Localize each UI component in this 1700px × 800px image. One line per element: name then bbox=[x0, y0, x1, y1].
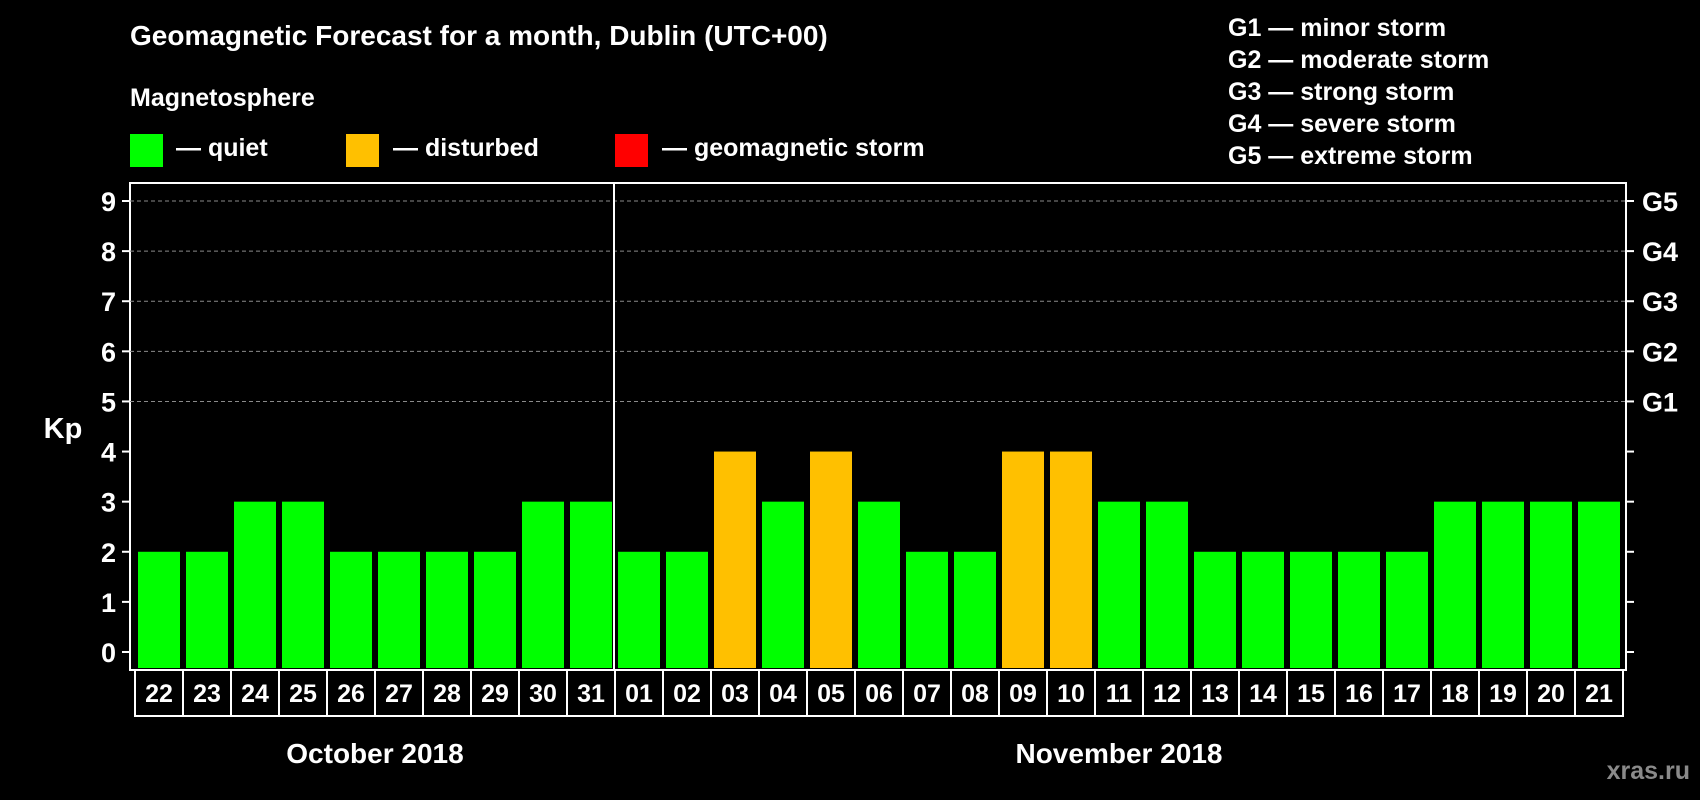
kp-bar bbox=[1290, 551, 1332, 668]
date-label: 31 bbox=[577, 680, 605, 708]
kp-bar bbox=[1098, 501, 1140, 668]
date-label: 03 bbox=[721, 680, 749, 708]
storm-scale-g3: G3 — strong storm bbox=[1228, 78, 1455, 106]
month-label: November 2018 bbox=[1015, 738, 1222, 769]
date-label: 25 bbox=[289, 680, 317, 708]
legend-swatch-disturbed bbox=[346, 134, 379, 167]
date-label: 05 bbox=[817, 680, 845, 708]
storm-level-label: G5 bbox=[1642, 187, 1678, 217]
date-row-frame bbox=[134, 669, 1624, 717]
kp-bar bbox=[1194, 551, 1236, 668]
kp-bar bbox=[138, 551, 180, 668]
y-tick-label: 5 bbox=[101, 387, 116, 417]
date-label: 06 bbox=[865, 680, 893, 708]
storm-level-label: G3 bbox=[1642, 287, 1678, 317]
storm-level-label: G1 bbox=[1642, 387, 1678, 417]
y-tick-label: 7 bbox=[101, 287, 116, 317]
kp-bar bbox=[234, 501, 276, 668]
kp-bar bbox=[282, 501, 324, 668]
date-label: 08 bbox=[961, 680, 989, 708]
date-label: 22 bbox=[145, 680, 173, 708]
date-label: 28 bbox=[433, 680, 461, 708]
kp-bar bbox=[954, 551, 996, 668]
kp-bar bbox=[714, 451, 756, 668]
kp-bar bbox=[1482, 501, 1524, 668]
kp-bar bbox=[1530, 501, 1572, 668]
date-label: 01 bbox=[625, 680, 653, 708]
month-label: October 2018 bbox=[286, 738, 463, 769]
y-tick-label: 8 bbox=[101, 237, 116, 267]
kp-bar bbox=[1386, 551, 1428, 668]
kp-bar bbox=[186, 551, 228, 668]
legend-label-storm: — geomagnetic storm bbox=[662, 134, 925, 162]
date-label: 14 bbox=[1249, 680, 1277, 708]
storm-level-label: G2 bbox=[1642, 337, 1678, 367]
kp-bar bbox=[330, 551, 372, 668]
date-label: 07 bbox=[913, 680, 941, 708]
kp-bar bbox=[1434, 501, 1476, 668]
storm-scale-g1: G1 — minor storm bbox=[1228, 14, 1447, 42]
kp-bar bbox=[858, 501, 900, 668]
kp-bar bbox=[1146, 501, 1188, 668]
kp-bar bbox=[762, 501, 804, 668]
storm-scale-g2: G2 — moderate storm bbox=[1228, 46, 1490, 74]
date-label: 26 bbox=[337, 680, 365, 708]
storm-level-label: G4 bbox=[1642, 237, 1678, 267]
storm-scale-g4: G4 — severe storm bbox=[1228, 110, 1456, 138]
date-label: 24 bbox=[241, 680, 269, 708]
kp-bar bbox=[1002, 451, 1044, 668]
legend-heading: Magnetosphere bbox=[130, 84, 315, 112]
date-label: 20 bbox=[1537, 680, 1565, 708]
y-tick-label: 9 bbox=[101, 187, 116, 217]
date-label: 13 bbox=[1201, 680, 1229, 708]
date-label: 09 bbox=[1009, 680, 1037, 708]
kp-bar bbox=[666, 551, 708, 668]
date-label: 02 bbox=[673, 680, 701, 708]
kp-bar bbox=[378, 551, 420, 668]
y-tick-label: 3 bbox=[101, 488, 116, 518]
date-label: 27 bbox=[385, 680, 413, 708]
kp-bar bbox=[618, 551, 660, 668]
legend-swatch-storm bbox=[615, 134, 648, 167]
date-label: 04 bbox=[769, 680, 797, 708]
date-label: 16 bbox=[1345, 680, 1373, 708]
kp-bar bbox=[474, 551, 516, 668]
kp-bar bbox=[906, 551, 948, 668]
kp-bar bbox=[570, 501, 612, 668]
date-label: 17 bbox=[1393, 680, 1421, 708]
date-label: 18 bbox=[1441, 680, 1469, 708]
y-tick-label: 4 bbox=[101, 438, 116, 468]
kp-bar bbox=[1050, 451, 1092, 668]
kp-bar bbox=[426, 551, 468, 668]
chart-title: Geomagnetic Forecast for a month, Dublin… bbox=[130, 20, 828, 51]
date-label: 10 bbox=[1057, 680, 1085, 708]
kp-bar bbox=[522, 501, 564, 668]
y-axis-label: Kp bbox=[44, 413, 83, 445]
date-label: 19 bbox=[1489, 680, 1517, 708]
kp-bar bbox=[1242, 551, 1284, 668]
date-label: 30 bbox=[529, 680, 557, 708]
kp-bar bbox=[810, 451, 852, 668]
date-label: 21 bbox=[1585, 680, 1613, 708]
y-tick-label: 0 bbox=[101, 638, 116, 668]
storm-scale-g5: G5 — extreme storm bbox=[1228, 142, 1473, 170]
date-label: 12 bbox=[1153, 680, 1181, 708]
kp-bar bbox=[1578, 501, 1620, 668]
watermark: xras.ru bbox=[1606, 757, 1690, 785]
date-label: 23 bbox=[193, 680, 221, 708]
date-label: 11 bbox=[1106, 680, 1133, 708]
kp-bar bbox=[1338, 551, 1380, 668]
legend-swatch-quiet bbox=[130, 134, 163, 167]
y-tick-label: 6 bbox=[101, 337, 116, 367]
legend-label-quiet: — quiet bbox=[176, 134, 268, 162]
y-tick-label: 2 bbox=[101, 538, 116, 568]
date-label: 15 bbox=[1297, 680, 1325, 708]
date-label: 29 bbox=[481, 680, 509, 708]
legend-label-disturbed: — disturbed bbox=[393, 134, 539, 162]
y-tick-label: 1 bbox=[101, 588, 116, 618]
